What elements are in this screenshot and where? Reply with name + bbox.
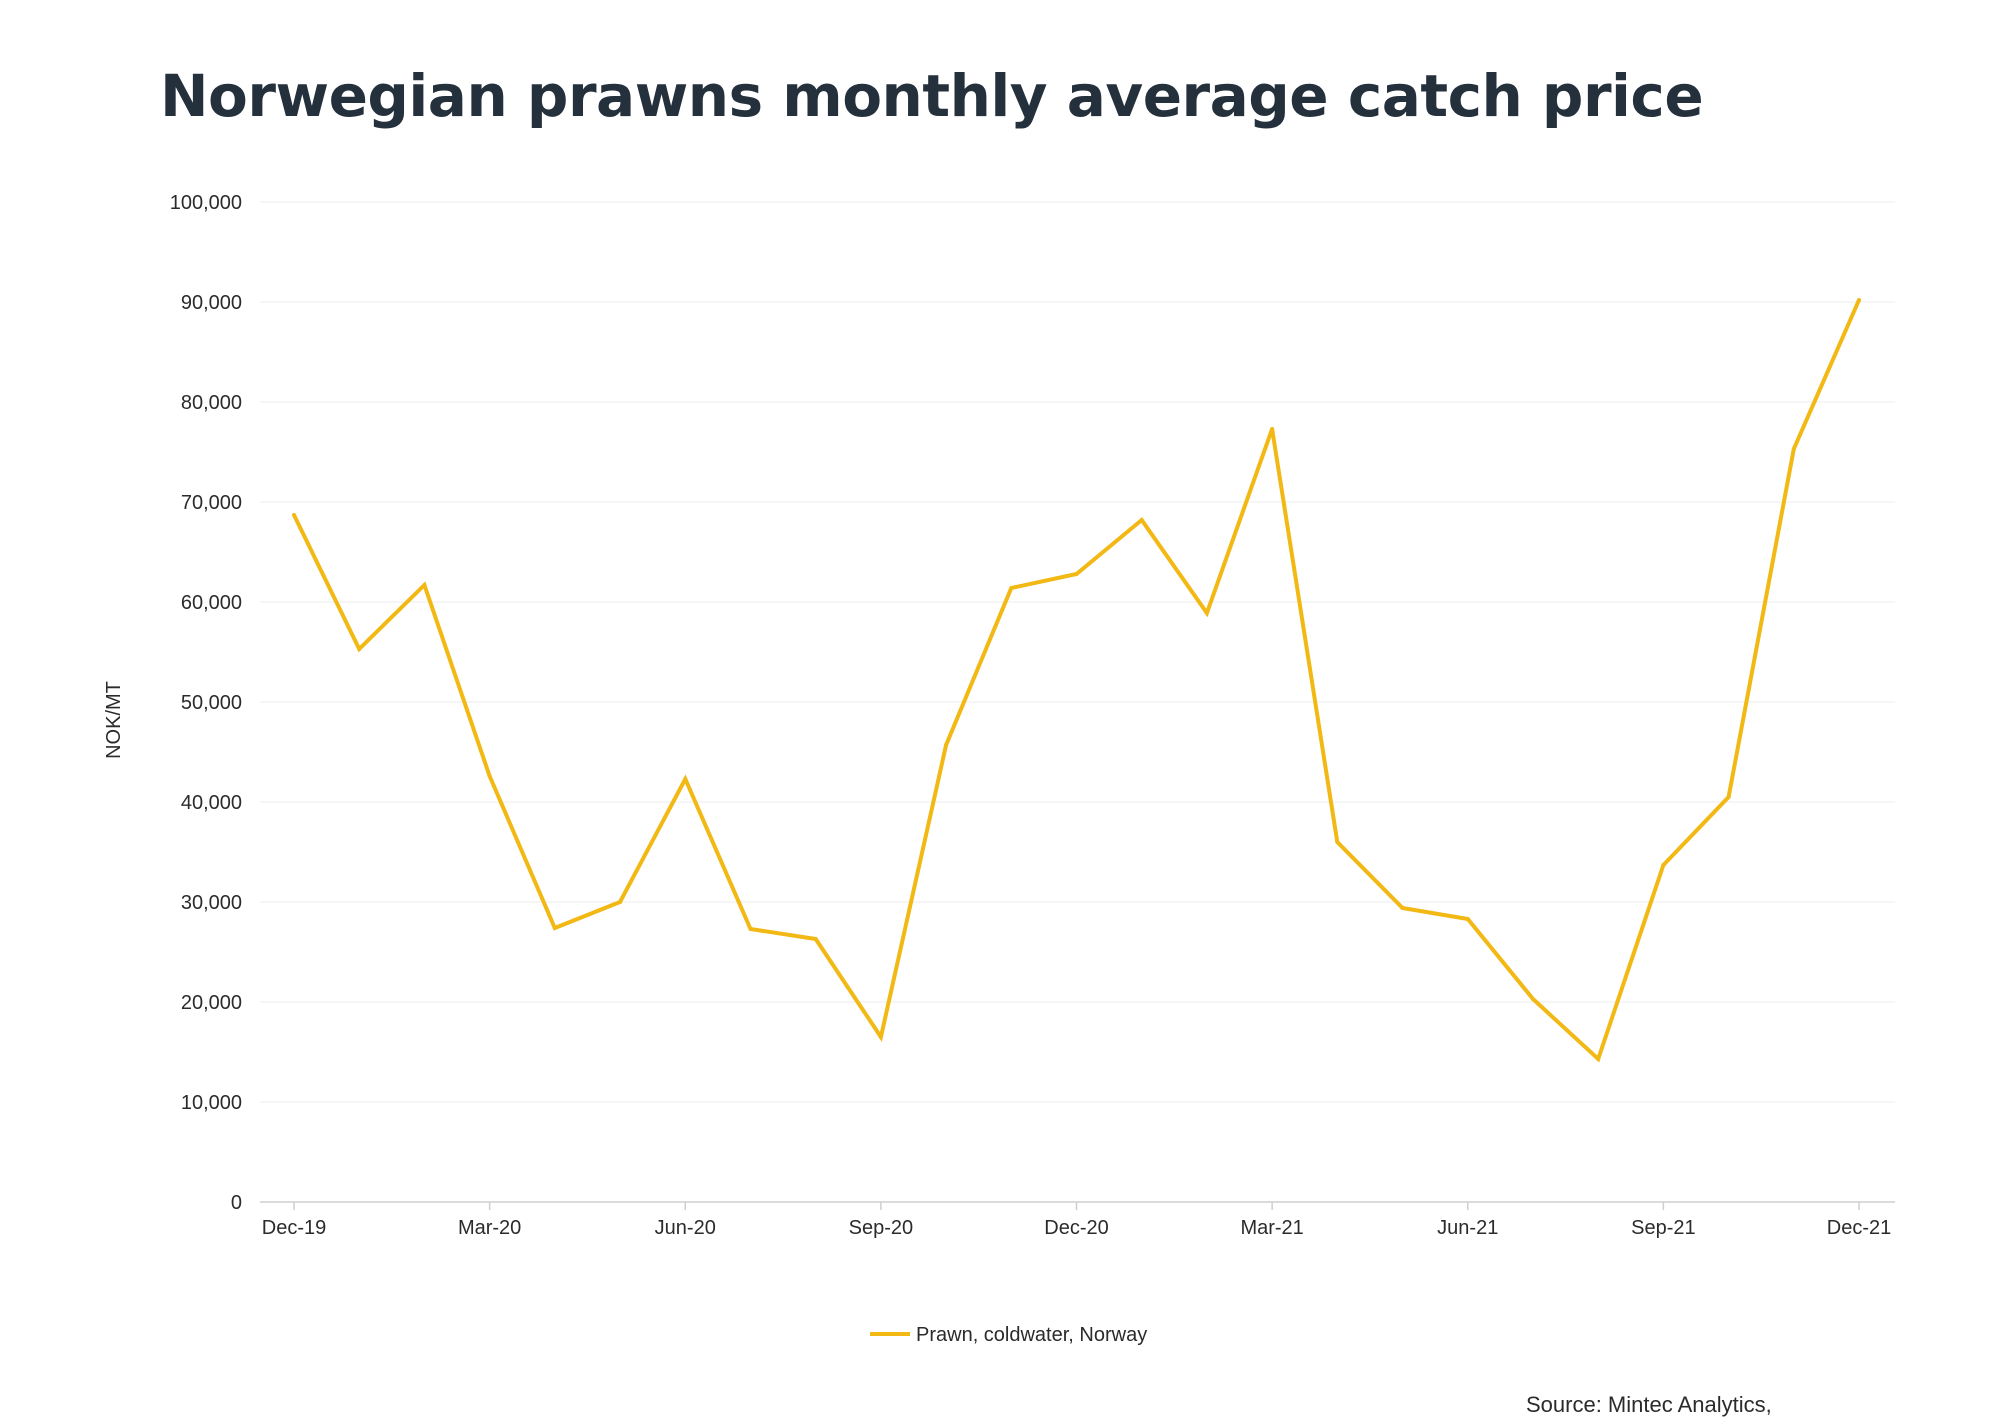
y-tick-label: 60,000 [181,592,242,614]
x-tick-label: Mar-20 [458,1217,521,1239]
y-tick-label: 100,000 [170,192,242,214]
data-point [292,513,296,517]
y-tick-label: 0 [231,1192,242,1214]
source-note: Source: Mintec Analytics, [1526,1392,1772,1417]
legend-label: Prawn, coldwater, Norway [916,1324,1147,1346]
data-point [1791,447,1796,451]
data-point [944,743,949,747]
data-point [1139,518,1144,522]
x-tick-label: Dec-20 [1044,1217,1108,1239]
data-point [1270,427,1275,431]
data-point [618,900,623,904]
y-tick-label: 90,000 [181,292,242,314]
series-group [292,298,1861,1063]
y-tick-label: 50,000 [181,692,242,714]
legend: Prawn, coldwater, Norway [870,1324,1147,1346]
gridlines [260,201,1895,1103]
x-axis-ticks: Dec-19 Mar-20 Jun-20 Sep-20 Dec-20 Mar-21 Jun-… [262,1202,1891,1239]
x-tick-label: Jun-21 [1437,1217,1498,1239]
y-tick-label: 30,000 [181,892,242,914]
x-tick-label: Dec-21 [1827,1217,1891,1239]
data-point [1335,840,1340,844]
data-point [422,583,427,587]
data-point [878,1035,883,1039]
data-point [1009,586,1014,590]
x-tick-label: Dec-19 [262,1217,326,1239]
data-point [552,926,557,930]
data-point [813,937,818,941]
y-tick-label: 80,000 [181,392,242,414]
x-tick-label: Jun-20 [655,1217,716,1239]
data-point [1857,298,1861,302]
data-point [683,777,688,781]
chart-title: Norwegian prawns monthly average catch p… [160,62,1704,130]
data-point [1465,917,1470,921]
x-tick-label: Sep-20 [849,1217,914,1239]
data-point [1074,572,1079,576]
data-point [357,647,362,651]
data-point [1726,795,1731,799]
data-point [1596,1057,1601,1061]
data-point [1400,906,1405,910]
data-point [1204,611,1209,615]
y-tick-label: 10,000 [181,1092,242,1114]
y-axis-ticks: 0 10,000 20,000 30,000 40,000 50,000 60,000 70,… [170,192,242,1214]
y-axis-label: NOK/MT [103,681,125,759]
x-tick-label: Sep-21 [1631,1217,1696,1239]
y-tick-label: 40,000 [181,792,242,814]
data-point [748,927,753,931]
series-line [292,299,1861,1063]
data-point [1661,863,1666,867]
data-point [1530,997,1535,1001]
y-tick-label: 20,000 [181,992,242,1014]
data-point [487,774,492,778]
y-tick-label: 70,000 [181,492,242,514]
x-tick-label: Mar-21 [1240,1217,1303,1239]
